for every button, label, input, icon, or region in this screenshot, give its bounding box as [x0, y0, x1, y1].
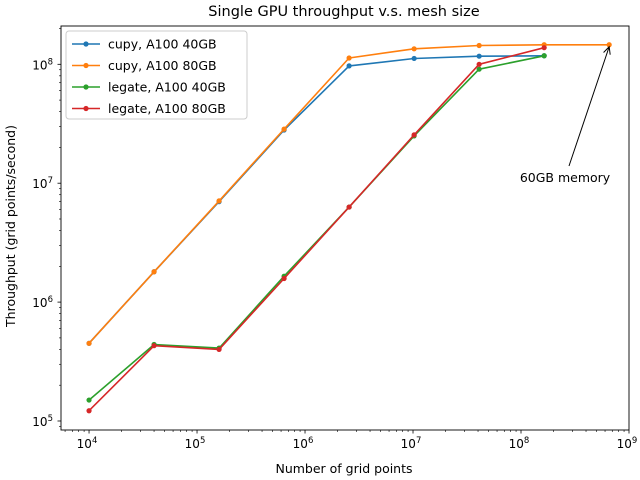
data-point [476, 61, 482, 67]
x-tick-label: 108 [509, 436, 530, 451]
legend-box [65, 30, 248, 120]
data-point [346, 63, 352, 69]
annotation-arrowhead [603, 45, 611, 55]
data-point [541, 45, 547, 51]
y-tick-label: 108 [32, 57, 53, 72]
legend-marker [83, 41, 89, 47]
data-point [346, 55, 352, 61]
y-tick-label: 106 [32, 295, 53, 310]
x-tick-label: 104 [77, 436, 98, 451]
legend-label: cupy, A100 40GB [108, 37, 217, 52]
data-point [411, 132, 417, 138]
legend-marker [83, 84, 89, 90]
data-point [86, 340, 92, 346]
data-point [151, 269, 157, 275]
legend-marker [83, 62, 89, 69]
plot-area: 104 105 106 107 108 109 105 106 107 108 60GB memor… [32, 25, 638, 451]
series-line [88, 46, 545, 412]
data-point [86, 408, 92, 414]
data-point [476, 42, 482, 49]
legend-label: legate, A100 40GB [108, 80, 226, 95]
data-point [151, 343, 157, 349]
data-point [606, 42, 612, 48]
legend-label: legate, A100 80GB [108, 101, 226, 116]
x-axis-label: Number of grid points [275, 461, 412, 476]
annotation-arrow [568, 46, 610, 167]
x-tick-label: 109 [617, 436, 638, 451]
data-point [281, 126, 287, 132]
y-tick-label: 105 [32, 414, 53, 429]
data-point [411, 55, 417, 62]
legend-marker [83, 105, 89, 112]
data-point [411, 46, 417, 52]
x-tick-label: 105 [185, 436, 206, 451]
data-point [86, 397, 92, 403]
data-point [216, 198, 222, 204]
y-tick-label: 107 [32, 176, 53, 191]
data-point [476, 53, 482, 59]
data-point [346, 204, 352, 210]
legend: cupy, A100 40GB cupy, A100 80GB legate, A1… [65, 30, 248, 120]
annotation-label: 60GB memory [520, 170, 611, 185]
data-point [541, 53, 547, 59]
x-tick-label: 106 [293, 436, 314, 451]
legend-label: cupy, A100 80GB [108, 58, 217, 73]
y-axis-label: Throughput (grid points/second) [3, 125, 18, 328]
data-point [476, 66, 482, 72]
data-point [281, 275, 287, 282]
x-tick-label: 107 [401, 436, 422, 451]
chart-title: Single GPU throughput v.s. mesh size [208, 4, 479, 20]
data-point [216, 346, 222, 353]
axes-frame [60, 25, 630, 431]
